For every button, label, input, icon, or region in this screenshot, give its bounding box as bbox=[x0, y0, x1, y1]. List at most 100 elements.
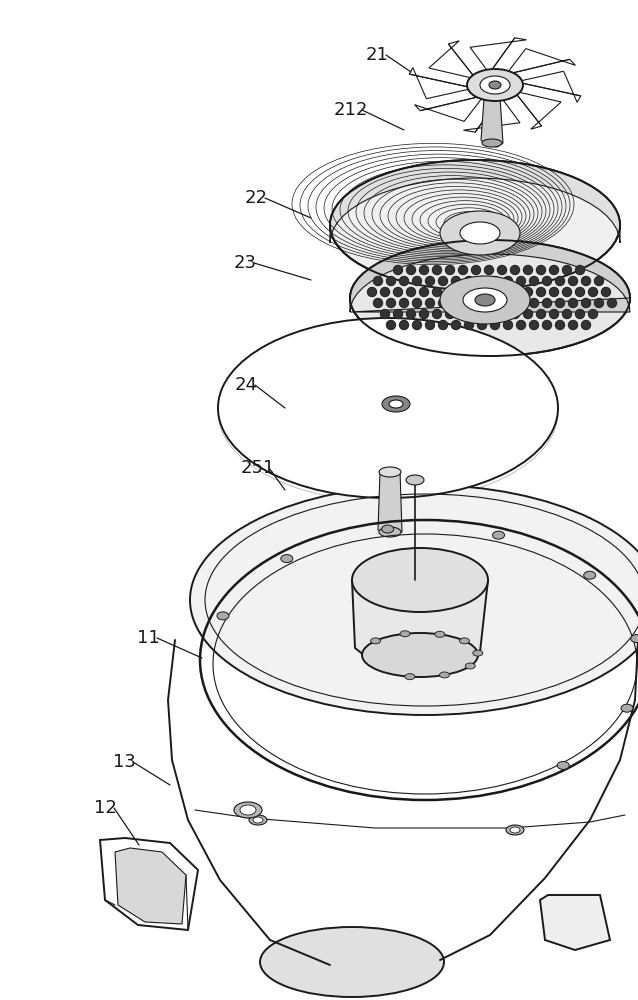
Polygon shape bbox=[330, 160, 620, 243]
Ellipse shape bbox=[440, 276, 530, 324]
Circle shape bbox=[498, 265, 507, 274]
Circle shape bbox=[477, 298, 487, 308]
Circle shape bbox=[517, 276, 526, 286]
Ellipse shape bbox=[473, 650, 483, 656]
Polygon shape bbox=[378, 470, 402, 535]
Circle shape bbox=[537, 310, 545, 318]
Polygon shape bbox=[514, 91, 561, 129]
Ellipse shape bbox=[389, 400, 403, 408]
Polygon shape bbox=[115, 848, 186, 924]
Circle shape bbox=[588, 310, 598, 318]
Ellipse shape bbox=[510, 827, 520, 833]
Polygon shape bbox=[481, 97, 503, 147]
Circle shape bbox=[471, 310, 480, 318]
Circle shape bbox=[510, 265, 519, 274]
Ellipse shape bbox=[400, 631, 410, 637]
Circle shape bbox=[387, 298, 396, 308]
Ellipse shape bbox=[249, 815, 267, 825]
Circle shape bbox=[413, 298, 422, 308]
Text: 22: 22 bbox=[245, 189, 268, 207]
Ellipse shape bbox=[217, 612, 229, 620]
Ellipse shape bbox=[330, 160, 620, 290]
Circle shape bbox=[438, 320, 447, 330]
Ellipse shape bbox=[440, 672, 450, 678]
Polygon shape bbox=[506, 49, 575, 75]
Circle shape bbox=[399, 320, 408, 330]
Circle shape bbox=[542, 276, 551, 286]
Ellipse shape bbox=[631, 635, 638, 643]
Circle shape bbox=[549, 265, 558, 274]
Ellipse shape bbox=[435, 631, 445, 637]
Circle shape bbox=[530, 276, 538, 286]
Circle shape bbox=[530, 320, 538, 330]
Circle shape bbox=[452, 320, 461, 330]
Circle shape bbox=[503, 320, 512, 330]
Ellipse shape bbox=[493, 531, 505, 539]
Circle shape bbox=[575, 265, 584, 274]
Circle shape bbox=[433, 265, 441, 274]
Circle shape bbox=[438, 276, 447, 286]
Ellipse shape bbox=[405, 674, 415, 680]
Circle shape bbox=[549, 288, 558, 296]
Circle shape bbox=[380, 288, 390, 296]
Polygon shape bbox=[516, 71, 581, 102]
Circle shape bbox=[394, 310, 403, 318]
Circle shape bbox=[477, 320, 487, 330]
Circle shape bbox=[445, 265, 454, 274]
Circle shape bbox=[438, 298, 447, 308]
Circle shape bbox=[459, 288, 468, 296]
Polygon shape bbox=[470, 38, 526, 73]
Circle shape bbox=[394, 288, 403, 296]
Circle shape bbox=[595, 276, 604, 286]
Circle shape bbox=[452, 298, 461, 308]
Ellipse shape bbox=[557, 761, 569, 769]
Circle shape bbox=[568, 320, 577, 330]
Circle shape bbox=[581, 320, 591, 330]
Circle shape bbox=[464, 276, 473, 286]
Circle shape bbox=[420, 310, 429, 318]
Circle shape bbox=[498, 310, 507, 318]
Circle shape bbox=[517, 298, 526, 308]
Circle shape bbox=[445, 288, 454, 296]
Polygon shape bbox=[350, 240, 630, 312]
Circle shape bbox=[394, 265, 403, 274]
Circle shape bbox=[420, 288, 429, 296]
Circle shape bbox=[471, 265, 480, 274]
Text: 24: 24 bbox=[235, 376, 258, 394]
Circle shape bbox=[503, 276, 512, 286]
Circle shape bbox=[575, 288, 584, 296]
Circle shape bbox=[399, 276, 408, 286]
Polygon shape bbox=[540, 895, 610, 950]
Circle shape bbox=[406, 265, 415, 274]
Circle shape bbox=[491, 320, 500, 330]
Circle shape bbox=[503, 298, 512, 308]
Text: 21: 21 bbox=[366, 46, 389, 64]
Circle shape bbox=[380, 310, 390, 318]
Ellipse shape bbox=[260, 927, 444, 997]
Circle shape bbox=[537, 288, 545, 296]
Ellipse shape bbox=[362, 633, 478, 677]
Circle shape bbox=[445, 310, 454, 318]
Ellipse shape bbox=[506, 825, 524, 835]
Circle shape bbox=[459, 265, 468, 274]
Circle shape bbox=[568, 298, 577, 308]
Circle shape bbox=[406, 310, 415, 318]
Ellipse shape bbox=[218, 318, 558, 498]
Circle shape bbox=[498, 288, 507, 296]
Circle shape bbox=[459, 310, 468, 318]
Ellipse shape bbox=[482, 139, 502, 147]
Circle shape bbox=[556, 276, 565, 286]
Text: 212: 212 bbox=[334, 101, 368, 119]
Ellipse shape bbox=[467, 69, 523, 101]
Circle shape bbox=[484, 288, 494, 296]
Circle shape bbox=[426, 276, 434, 286]
Ellipse shape bbox=[379, 527, 401, 537]
Ellipse shape bbox=[489, 81, 501, 89]
Ellipse shape bbox=[234, 802, 262, 818]
Circle shape bbox=[471, 288, 480, 296]
Ellipse shape bbox=[253, 817, 263, 823]
Circle shape bbox=[367, 288, 376, 296]
Ellipse shape bbox=[281, 555, 293, 563]
Circle shape bbox=[581, 298, 591, 308]
Text: 23: 23 bbox=[234, 254, 257, 272]
